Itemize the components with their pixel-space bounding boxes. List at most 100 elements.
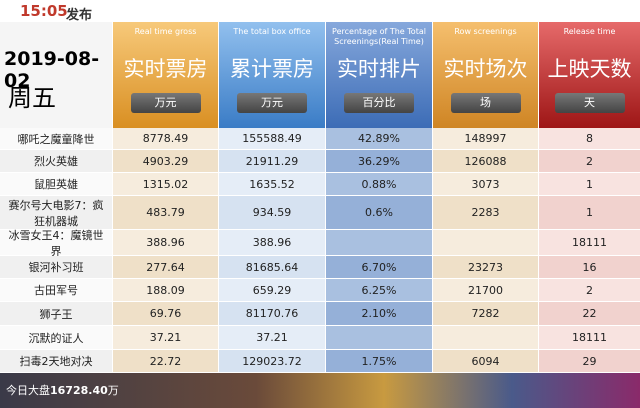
table-cell: 18111 — [538, 326, 640, 350]
date-panel: 2019-08-02 周五 — [0, 22, 112, 128]
weekday: 周五 — [8, 84, 56, 112]
table-cell: 155588.49 — [218, 128, 325, 150]
table-cell: 37.21 — [218, 326, 325, 350]
table-cell: 2 — [538, 279, 640, 302]
table-cell — [325, 326, 432, 350]
unit-button: 万元 — [237, 93, 307, 113]
table-cell: 16 — [538, 256, 640, 279]
column-title: 实时场次 — [443, 57, 528, 81]
publish-label: 发布 — [66, 8, 93, 23]
table-cell: 6.70% — [325, 256, 432, 279]
table-row: 烈火英雄 4903.29 21911.29 36.29% 126088 2 — [0, 150, 640, 173]
table-cell: 388.96 — [218, 230, 325, 256]
top-bar: 15:05 发布 — [0, 0, 640, 23]
table-cell: 8778.49 — [112, 128, 218, 150]
movie-name: 赛尔号大电影7：疯狂机器城 — [0, 196, 112, 230]
table-cell: 18111 — [538, 230, 640, 256]
table-cell: 29 — [538, 350, 640, 373]
table-cell: 388.96 — [112, 230, 218, 256]
table-cell: 36.29% — [325, 150, 432, 173]
table-cell: 659.29 — [218, 279, 325, 302]
table-cell: 2 — [538, 150, 640, 173]
movie-name: 古田军号 — [0, 279, 112, 302]
table-cell: 0.88% — [325, 173, 432, 196]
table-cell: 1 — [538, 173, 640, 196]
date: 2019-08-02 — [4, 48, 100, 92]
table-row: 冰雪女王4：魔镜世界 388.96 388.96 18111 — [0, 229, 640, 258]
table-row: 鼠胆英雄 1315.02 1635.52 0.88% 3073 1 — [0, 173, 640, 196]
table-cell: 188.09 — [112, 279, 218, 302]
unit-button: 万元 — [130, 93, 201, 113]
table-cell: 37.21 — [112, 326, 218, 350]
table-cell: 22.72 — [112, 350, 218, 373]
movie-name: 狮子王 — [0, 302, 112, 326]
table-cell: 2.10% — [325, 302, 432, 326]
column-header: Row screenings 实时场次场 — [432, 22, 538, 128]
table-cell: 8 — [538, 128, 640, 150]
table-cell: 126088 — [432, 150, 538, 173]
table-cell: 1635.52 — [218, 173, 325, 196]
table-cell: 148997 — [432, 128, 538, 150]
table-cell: 23273 — [432, 256, 538, 279]
movie-name: 扫毒2天地对决 — [0, 350, 112, 373]
table-cell: 6094 — [432, 350, 538, 373]
movie-name: 烈火英雄 — [0, 150, 112, 173]
table-cell — [325, 230, 432, 256]
table-cell: 0.6% — [325, 196, 432, 230]
column-en-label: Row screenings — [454, 27, 517, 36]
table-cell: 21911.29 — [218, 150, 325, 173]
movie-name: 沉默的证人 — [0, 326, 112, 350]
footer-prefix: 今日大盘 — [6, 384, 50, 397]
movie-name: 冰雪女王4：魔镜世界 — [0, 229, 112, 258]
footer: 今日大盘16728.40万 — [0, 373, 640, 408]
table-cell: 483.79 — [112, 196, 218, 230]
table-cell: 21700 — [432, 279, 538, 302]
table-row: 赛尔号大电影7：疯狂机器城 483.79 934.59 0.6% 2283 1 — [0, 196, 640, 230]
table-cell: 934.59 — [218, 196, 325, 230]
table-cell: 277.64 — [112, 256, 218, 279]
table-cell: 6.25% — [325, 279, 432, 302]
column-title: 上映天数 — [547, 57, 632, 81]
table-cell: 81685.64 — [218, 256, 325, 279]
column-en-label: The total box office — [233, 27, 311, 36]
table-cell: 22 — [538, 302, 640, 326]
table-cell: 129023.72 — [218, 350, 325, 373]
table-cell: 69.76 — [112, 302, 218, 326]
table-row: 古田军号 188.09 659.29 6.25% 21700 2 — [0, 279, 640, 302]
table-row: 沉默的证人 37.21 37.21 18111 — [0, 326, 640, 350]
table-cell: 7282 — [432, 302, 538, 326]
table-cell: 4903.29 — [112, 150, 218, 173]
column-header: The total box office 累计票房万元 — [218, 22, 325, 128]
column-title: 实时排片 — [337, 57, 421, 81]
column-en-label: Percentage of The Total Screenings(Real … — [332, 27, 426, 46]
table-row: 银河补习班 277.64 81685.64 6.70% 23273 16 — [0, 256, 640, 279]
table-row: 狮子王 69.76 81170.76 2.10% 7282 22 — [0, 302, 640, 326]
footer-suffix: 万 — [107, 384, 119, 397]
unit-button: 场 — [450, 93, 521, 113]
table-row: 哪吒之魔童降世 8778.49 155588.49 42.89% 148997 8 — [0, 128, 640, 150]
column-en-label: Real time gross — [134, 27, 197, 36]
movie-name: 哪吒之魔童降世 — [0, 128, 112, 150]
movie-name: 鼠胆英雄 — [0, 173, 112, 196]
table-cell: 1.75% — [325, 350, 432, 373]
column-en-label: Release time — [563, 27, 616, 36]
column-header: Real time gross 实时票房 万元 — [112, 22, 218, 128]
column-title: 累计票房 — [230, 57, 314, 81]
table-row: 扫毒2天地对决 22.72 129023.72 1.75% 6094 29 — [0, 350, 640, 373]
table-cell: 2283 — [432, 196, 538, 230]
column-header: Percentage of The Total Screenings(Real … — [325, 22, 432, 128]
table-cell: 1315.02 — [112, 173, 218, 196]
movie-name: 银河补习班 — [0, 256, 112, 279]
table-cell: 3073 — [432, 173, 538, 196]
time: 15:05 — [20, 2, 68, 20]
table-cell — [432, 230, 538, 256]
table-cell: 81170.76 — [218, 302, 325, 326]
column-header: Release time 上映天数天 — [538, 22, 640, 128]
unit-button: 百分比 — [344, 93, 414, 113]
footer-amount: 16728.40 — [50, 384, 108, 397]
table-cell — [432, 326, 538, 350]
table-cell: 42.89% — [325, 128, 432, 150]
table-body: 哪吒之魔童降世 8778.49 155588.49 42.89% 148997 8 烈火英雄… — [0, 128, 640, 373]
table-cell: 1 — [538, 196, 640, 230]
